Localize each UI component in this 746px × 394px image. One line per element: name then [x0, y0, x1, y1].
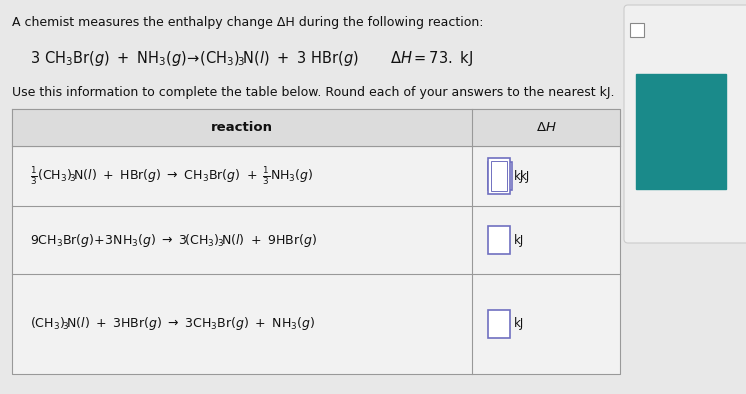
Text: kJ: kJ — [514, 318, 524, 331]
FancyBboxPatch shape — [491, 161, 507, 191]
Text: kJ: kJ — [514, 234, 524, 247]
FancyBboxPatch shape — [488, 162, 512, 190]
Bar — [12, 109, 620, 146]
Text: Use this information to complete the table below. Round each of your answers to : Use this information to complete the tab… — [12, 86, 615, 99]
Bar — [636, 74, 726, 189]
Text: kJ: kJ — [520, 169, 530, 182]
Bar — [12, 109, 620, 374]
Text: $3\ \mathrm{CH_3Br}(\mathit{g})\ +\ \mathrm{NH_3}(\mathit{g})\!\rightarrow\!\lef: $3\ \mathrm{CH_3Br}(\mathit{g})\ +\ \mat… — [30, 49, 359, 68]
FancyBboxPatch shape — [630, 23, 644, 37]
FancyBboxPatch shape — [624, 5, 746, 243]
Text: $\Delta H$: $\Delta H$ — [536, 121, 557, 134]
FancyBboxPatch shape — [488, 158, 510, 194]
Text: $9\mathrm{CH_3Br}(\mathit{g})\!+\!3\mathrm{NH_3}(\mathit{g})\ \rightarrow\ 3\!\l: $9\mathrm{CH_3Br}(\mathit{g})\!+\!3\math… — [30, 232, 317, 249]
Text: A chemist measures the enthalpy change ΔH during the following reaction:: A chemist measures the enthalpy change Δ… — [12, 16, 483, 29]
Text: $\Delta H = 73.\ \mathrm{kJ}$: $\Delta H = 73.\ \mathrm{kJ}$ — [390, 49, 473, 68]
Text: $\frac{1}{3}\left(\mathrm{CH_3}\right)_{\!3}\!\mathrm{N}(\mathit{l})\ +\ \mathrm: $\frac{1}{3}\left(\mathrm{CH_3}\right)_{… — [30, 165, 313, 187]
Text: reaction: reaction — [211, 121, 273, 134]
Text: kJ: kJ — [514, 169, 524, 182]
FancyBboxPatch shape — [488, 310, 510, 338]
FancyBboxPatch shape — [488, 226, 510, 254]
Text: $\left(\mathrm{CH_3}\right)_{\!3}\!\mathrm{N}(\mathit{l})\ +\ 3\mathrm{HBr}(\mat: $\left(\mathrm{CH_3}\right)_{\!3}\!\math… — [30, 316, 315, 333]
